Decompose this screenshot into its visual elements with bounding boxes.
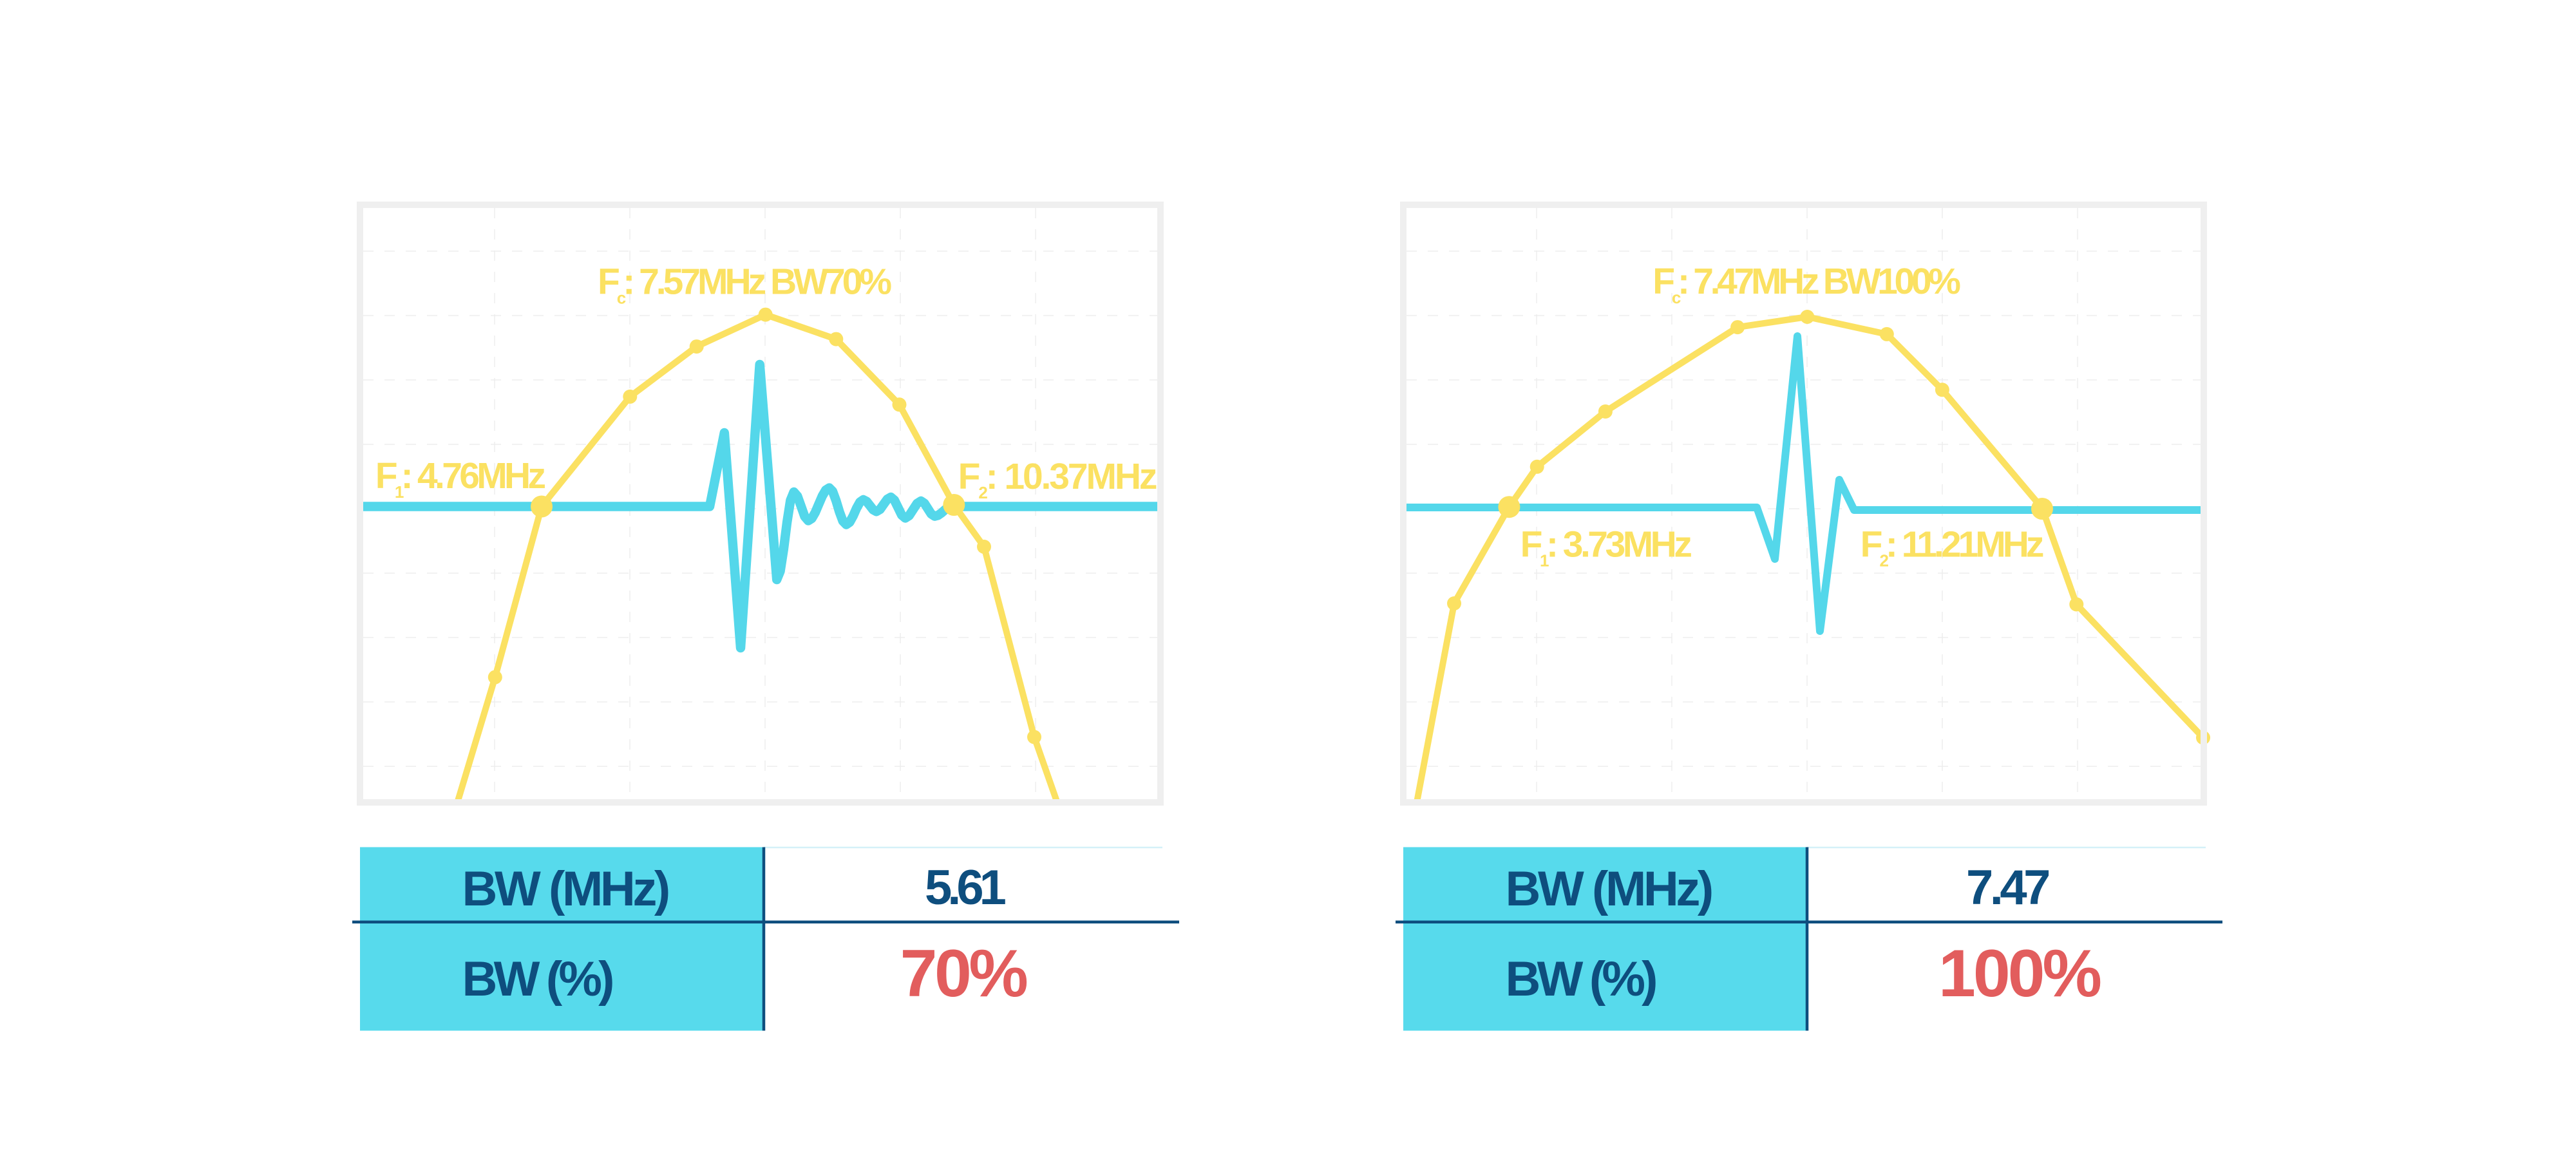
svg-text:Fc: 7.47MHz BW100%: Fc: 7.47MHz BW100% [1653, 261, 1960, 307]
svg-text:BW (MHz): BW (MHz) [1506, 862, 1712, 916]
svg-text:70%: 70% [900, 936, 1027, 1011]
svg-text:5.61: 5.61 [925, 860, 1006, 915]
svg-text:Fc: 7.57MHz BW70%: Fc: 7.57MHz BW70% [598, 261, 891, 308]
svg-text:F2: 10.37MHz: F2: 10.37MHz [958, 456, 1157, 502]
svg-text:F1: 4.76MHz: F1: 4.76MHz [375, 455, 545, 502]
svg-text:BW (%): BW (%) [1506, 952, 1656, 1007]
svg-text:F1: 3.73MHz: F1: 3.73MHz [1520, 524, 1692, 571]
svg-text:7.47: 7.47 [1966, 860, 2049, 915]
svg-text:F2: 11.21MHz: F2: 11.21MHz [1861, 524, 2043, 571]
svg-text:BW (%): BW (%) [462, 952, 613, 1007]
svg-text:100%: 100% [1938, 936, 2101, 1011]
svg-text:BW (MHz): BW (MHz) [462, 862, 668, 916]
